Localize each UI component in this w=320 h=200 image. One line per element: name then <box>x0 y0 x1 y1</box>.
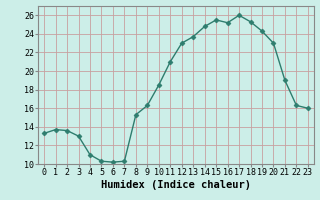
X-axis label: Humidex (Indice chaleur): Humidex (Indice chaleur) <box>101 180 251 190</box>
